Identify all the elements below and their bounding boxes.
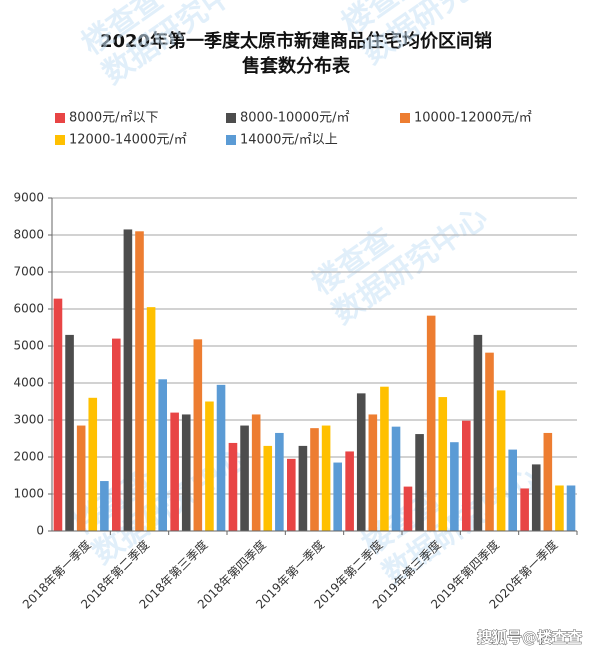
bar — [135, 231, 144, 532]
bar — [298, 445, 308, 531]
bar — [333, 462, 342, 531]
bar — [65, 334, 74, 531]
legend-label: 8000元/㎡以下 — [69, 111, 158, 126]
legend-swatch — [400, 113, 410, 123]
bar — [123, 229, 133, 531]
y-tick-label: 5000 — [13, 339, 44, 353]
bar — [170, 412, 179, 531]
bar — [216, 384, 226, 531]
bar — [368, 414, 378, 531]
bar — [321, 425, 331, 531]
footer: 搜狐号@楼查查 — [477, 629, 583, 647]
bar — [76, 425, 86, 531]
bar — [251, 414, 261, 531]
bar — [415, 434, 424, 531]
bar — [566, 485, 576, 531]
y-tick-label: 2000 — [13, 450, 44, 464]
bar — [287, 458, 296, 531]
chart-title: 2020年第一季度太原市新建商品住宅均价区间销 — [100, 30, 492, 52]
legend-swatch — [226, 113, 236, 123]
y-tick-label: 7000 — [13, 265, 44, 279]
y-tick-label: 3000 — [13, 413, 44, 427]
legend-swatch — [55, 135, 65, 145]
y-tick-label: 8000 — [13, 228, 44, 242]
bar — [555, 485, 564, 531]
y-tick-label: 0 — [36, 524, 44, 538]
bar — [485, 352, 494, 531]
bar — [158, 379, 167, 531]
y-tick-label: 9000 — [13, 191, 44, 205]
legend-label: 8000-10000元/㎡ — [240, 111, 350, 126]
legend-swatch — [226, 135, 236, 145]
bar — [345, 451, 354, 531]
bar — [88, 397, 98, 531]
bar — [473, 334, 483, 531]
bar — [146, 307, 156, 531]
bar — [240, 425, 249, 531]
legend-label: 14000元/㎡以上 — [240, 133, 338, 148]
bar — [496, 390, 506, 531]
bar — [508, 449, 517, 531]
bar — [403, 486, 413, 531]
bar — [53, 298, 63, 531]
bar — [356, 393, 366, 531]
legend-label: 12000-14000元/㎡ — [69, 133, 187, 148]
y-tick-label: 1000 — [13, 487, 44, 501]
y-tick-label: 4000 — [13, 376, 44, 390]
bar — [275, 432, 284, 531]
bar — [520, 488, 529, 531]
bar — [112, 338, 121, 531]
bar — [228, 442, 238, 531]
bar — [380, 386, 389, 531]
bar — [181, 414, 191, 531]
legend-swatch — [55, 113, 65, 123]
bar — [462, 420, 471, 531]
bar — [543, 432, 553, 531]
bar — [100, 481, 109, 531]
bar — [193, 339, 203, 531]
bar — [310, 428, 319, 531]
bar — [391, 426, 401, 531]
chart-subtitle: 售套数分布表 — [242, 55, 351, 77]
y-tick-label: 6000 — [13, 302, 44, 316]
bar — [450, 442, 459, 531]
bar — [531, 464, 541, 531]
bar — [426, 315, 436, 531]
legend-label: 10000-12000元/㎡ — [414, 111, 532, 126]
bar — [205, 401, 214, 531]
bar — [263, 445, 273, 531]
bar — [438, 397, 448, 531]
